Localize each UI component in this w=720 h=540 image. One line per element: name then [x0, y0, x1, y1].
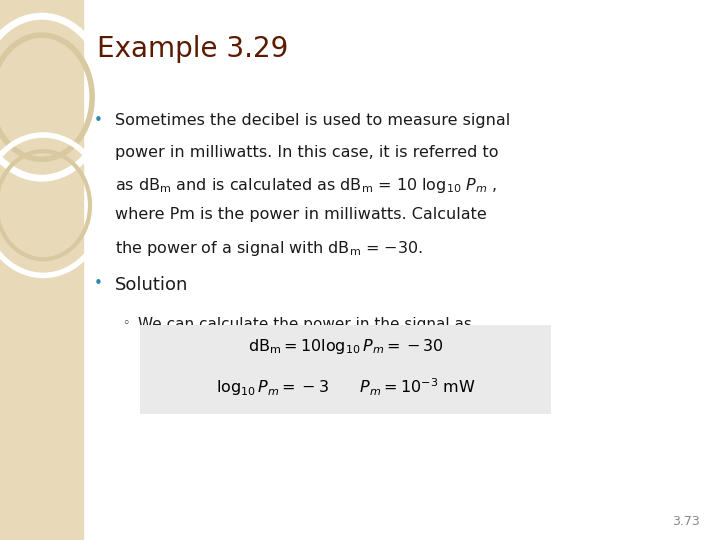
Text: •: •	[94, 276, 102, 292]
Text: the power of a signal with dB$_\mathregular{m}$ = $-$30.: the power of a signal with dB$_\mathregu…	[115, 239, 423, 258]
Text: •: •	[94, 113, 102, 129]
Bar	[0, 0, 83, 540]
FancyBboxPatch shape	[140, 325, 551, 414]
Text: 3.73: 3.73	[672, 515, 700, 528]
Text: ◦: ◦	[122, 317, 130, 330]
Text: Sometimes the decibel is used to measure signal: Sometimes the decibel is used to measure…	[115, 113, 510, 129]
Text: power in milliwatts. In this case, it is referred to: power in milliwatts. In this case, it is…	[115, 145, 499, 160]
Text: Example 3.29: Example 3.29	[97, 35, 289, 63]
Text: as dB$_\mathregular{m}$ and is calculated as dB$_\mathregular{m}$ = 10 log$_{10}: as dB$_\mathregular{m}$ and is calculate…	[115, 176, 498, 195]
Text: $\mathrm{dB}_\mathrm{m} = 10\log_{10} P_m = -30$: $\mathrm{dB}_\mathrm{m} = 10\log_{10} P_…	[248, 338, 444, 356]
Text: where Pm is the power in milliwatts. Calculate: where Pm is the power in milliwatts. Cal…	[115, 207, 487, 222]
Text: We can calculate the power in the signal as: We can calculate the power in the signal…	[138, 317, 472, 332]
Text: Solution: Solution	[115, 276, 189, 294]
Text: $\log_{10} P_m = -3 \qquad P_m = 10^{-3}\ \mathrm{mW}$: $\log_{10} P_m = -3 \qquad P_m = 10^{-3}…	[216, 376, 475, 398]
